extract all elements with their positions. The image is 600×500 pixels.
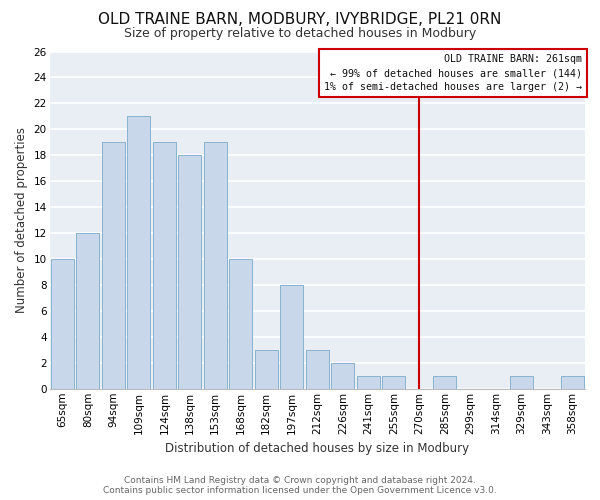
Text: OLD TRAINE BARN, MODBURY, IVYBRIDGE, PL21 0RN: OLD TRAINE BARN, MODBURY, IVYBRIDGE, PL2…: [98, 12, 502, 28]
Bar: [357, 376, 380, 389]
Text: Contains HM Land Registry data © Crown copyright and database right 2024.
Contai: Contains HM Land Registry data © Crown c…: [103, 476, 497, 495]
Bar: [229, 259, 252, 389]
Bar: [433, 376, 456, 389]
Bar: [153, 142, 176, 389]
Bar: [204, 142, 227, 389]
Bar: [255, 350, 278, 389]
Bar: [306, 350, 329, 389]
Bar: [178, 156, 201, 389]
Bar: [127, 116, 150, 389]
Y-axis label: Number of detached properties: Number of detached properties: [15, 127, 28, 313]
Text: OLD TRAINE BARN: 261sqm
← 99% of detached houses are smaller (144)
1% of semi-de: OLD TRAINE BARN: 261sqm ← 99% of detache…: [325, 54, 583, 92]
Bar: [51, 259, 74, 389]
X-axis label: Distribution of detached houses by size in Modbury: Distribution of detached houses by size …: [165, 442, 469, 455]
Bar: [561, 376, 584, 389]
Bar: [102, 142, 125, 389]
Bar: [510, 376, 533, 389]
Text: Size of property relative to detached houses in Modbury: Size of property relative to detached ho…: [124, 28, 476, 40]
Bar: [280, 285, 303, 389]
Bar: [382, 376, 405, 389]
Bar: [76, 233, 100, 389]
Bar: [331, 363, 354, 389]
